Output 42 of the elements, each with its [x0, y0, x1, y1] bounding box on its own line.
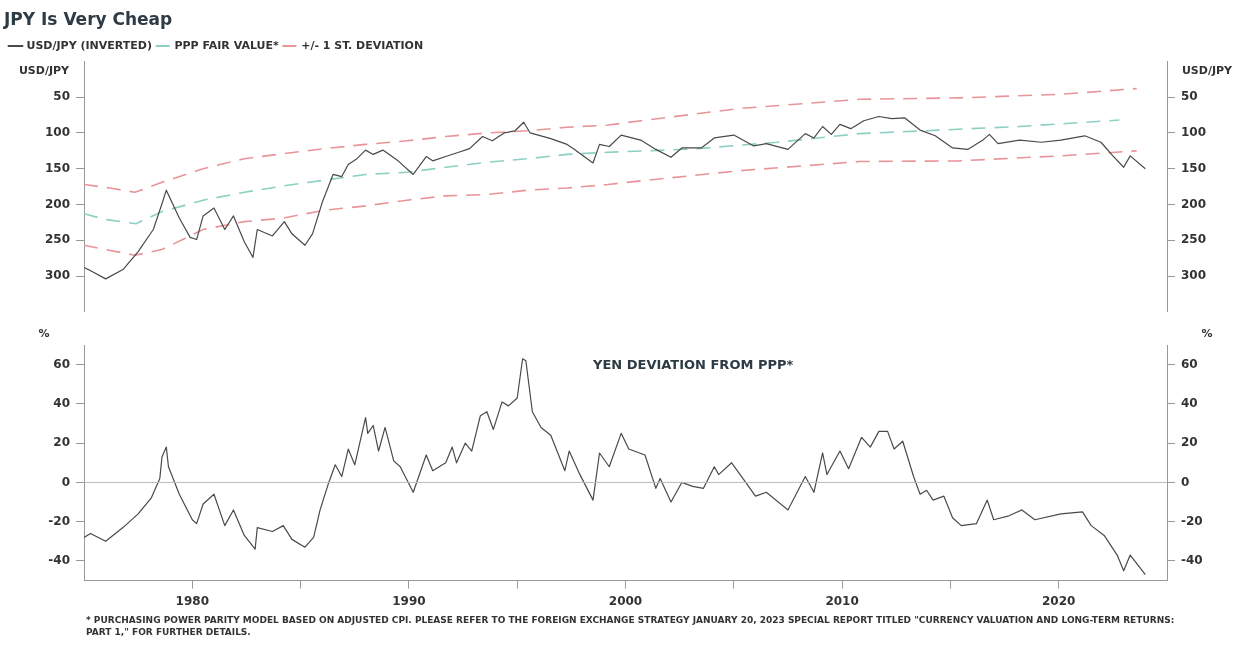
x-tick-label: 2010 [825, 593, 859, 608]
y2-tick-label: 300 [1181, 268, 1207, 283]
y-tick-label: 40 [53, 396, 70, 411]
x-tick-label: 1980 [175, 593, 209, 608]
y2-tick-label: -20 [1181, 513, 1203, 528]
y-tick-label: 100 [44, 125, 70, 140]
y2-tick-label: 50 [1181, 89, 1198, 104]
text: YEN DEVIATION FROM PPP* [592, 356, 794, 372]
chart-title: JPY Is Very Cheap [3, 8, 173, 29]
y-tick-label: 300 [44, 268, 70, 283]
y2-axis-title: % [1201, 327, 1213, 341]
y2-tick-label: 250 [1181, 232, 1207, 247]
x-tick-label: 1990 [392, 593, 426, 608]
y2-tick-label: 200 [1181, 196, 1207, 211]
legend-label: +/- 1 ST. DEVIATION [301, 38, 424, 52]
y-tick-label: 0 [61, 474, 70, 489]
y-tick-label: 60 [53, 356, 70, 371]
legend-label: USD/JPY (INVERTED) [26, 38, 152, 52]
y-tick-label: 20 [53, 435, 70, 450]
line-series [84, 87, 1138, 194]
y-tick-label: 150 [44, 160, 70, 175]
y-tick-label: -40 [48, 553, 70, 568]
y2-axis-title: USD/JPY [1181, 63, 1234, 77]
y2-tick-label: 0 [1181, 474, 1190, 489]
y2-tick-label: 20 [1181, 435, 1198, 450]
legend-label: PPP FAIR VALUE* [174, 38, 279, 52]
y2-tick-label: 150 [1181, 160, 1207, 175]
line-series [84, 119, 1121, 225]
y-axis-title: USD/JPY [18, 63, 71, 77]
y2-tick-label: -40 [1181, 553, 1203, 568]
y2-tick-label: 40 [1181, 396, 1198, 411]
y2-tick-label: 100 [1181, 125, 1207, 140]
y-tick-label: 200 [44, 196, 70, 211]
y-axis-title: % [38, 327, 50, 341]
x-tick-label: 2020 [1042, 593, 1076, 608]
line-series [84, 150, 1138, 257]
y-tick-label: 50 [53, 89, 70, 104]
text: * PURCHASING POWER PARITY MODEL BASED ON ADJUSTED CPI. PLEASE REFER TO THE FOREIGN EXCHANGE STRATEGY JANUARY 20, 2023 SPECIAL REPORT TITLED "CURRENCY VALUATION AND LONG-TERM RETURNS: PART 1," FOR FURTHER DETAILS. [86, 614, 1176, 638]
x-tick-label: 2000 [608, 593, 643, 608]
y-tick-label: -20 [48, 513, 70, 528]
y-tick-label: 250 [44, 232, 70, 247]
y2-tick-label: 60 [1181, 356, 1198, 371]
